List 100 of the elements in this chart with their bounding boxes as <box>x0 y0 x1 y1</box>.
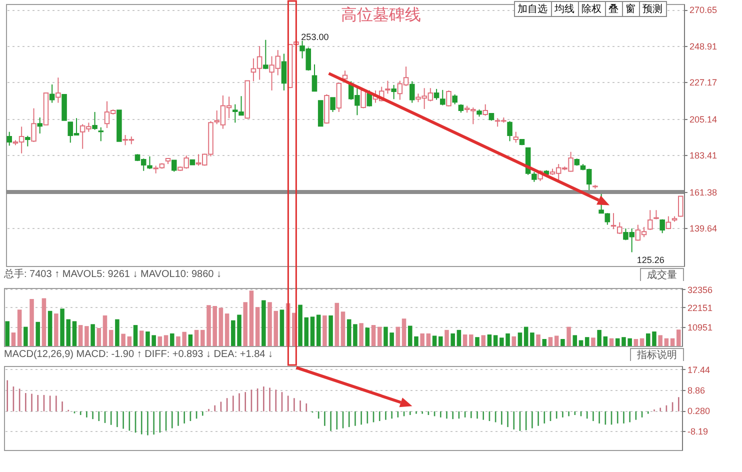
bar <box>456 330 462 346</box>
candlestick <box>330 97 336 112</box>
bar <box>322 315 327 346</box>
annotation: 高位墓碑线 <box>341 5 421 24</box>
y-tick-label: 227.17 <box>690 78 718 88</box>
candlestick <box>452 94 458 105</box>
bar <box>578 340 584 346</box>
annotation: 除权 <box>578 1 606 17</box>
bar <box>450 333 455 346</box>
y-tick-label: 17.44 <box>688 364 710 375</box>
candlestick <box>482 104 488 116</box>
bar <box>481 335 486 346</box>
candlestick <box>281 53 287 91</box>
bar <box>218 308 224 346</box>
bar <box>72 321 77 346</box>
y-tick-label: 0.280 <box>688 406 710 416</box>
bar <box>280 310 284 346</box>
bar <box>359 323 364 346</box>
annotation: 253.00 <box>301 32 329 42</box>
y-tick-label: 32356 <box>688 284 713 295</box>
bar <box>530 332 534 346</box>
candlestick <box>660 218 665 234</box>
y-tick-label: -8.19 <box>688 426 708 437</box>
candlestick <box>92 111 98 130</box>
bar <box>402 318 406 346</box>
bar <box>243 302 248 346</box>
text: MACD(12,26,9) MACD: -1.90 ↑ DIFF: +0.893 ↓ DEA: +1.84 ↓ <box>4 349 273 360</box>
candlestick <box>263 39 268 70</box>
y-tick-label: 8.86 <box>688 385 706 396</box>
candlestick <box>391 84 396 100</box>
bar <box>566 326 571 346</box>
annotation: 125.26 <box>636 255 664 266</box>
bar <box>164 335 168 346</box>
bar <box>158 336 162 346</box>
bar <box>139 330 144 346</box>
candlestick <box>666 216 672 230</box>
text: 指标说明 <box>630 348 684 363</box>
bar <box>469 334 474 346</box>
bar <box>316 314 321 346</box>
candlestick <box>678 196 684 218</box>
bar <box>432 336 437 346</box>
y-tick-label: 22151 <box>688 302 713 313</box>
bar <box>603 336 608 346</box>
bar <box>133 325 138 346</box>
bar <box>262 300 266 346</box>
bar <box>127 336 132 346</box>
bar <box>438 336 443 346</box>
candlestick <box>312 64 318 92</box>
candlestick <box>98 126 104 142</box>
y-tick-label: 183.41 <box>690 150 718 161</box>
y-tick-label: 139.64 <box>690 224 718 234</box>
bar <box>640 338 644 346</box>
annotation: 加自选 <box>514 1 552 17</box>
bar <box>42 298 46 346</box>
bar <box>475 337 480 346</box>
candlestick <box>440 89 446 106</box>
bar <box>121 334 126 346</box>
bar <box>512 336 516 346</box>
annotation: 窗 <box>622 1 640 17</box>
bar <box>524 326 528 346</box>
annotation: 预测 <box>638 1 667 17</box>
candlestick <box>37 116 43 134</box>
bar <box>54 314 58 346</box>
text: 总手: 7403 ↑ MAVOL5: 9261 ↓ MAVOL10: 9860 ↓ <box>4 269 222 280</box>
bar <box>102 315 108 346</box>
bar <box>17 310 22 346</box>
candlestick <box>385 80 390 94</box>
bar <box>377 326 382 346</box>
candlestick <box>49 84 55 104</box>
bar <box>24 326 28 346</box>
bar <box>560 339 565 346</box>
bar <box>224 314 230 346</box>
bar <box>591 338 596 346</box>
bar <box>518 332 522 346</box>
bar <box>249 290 254 346</box>
annotation: 叠 <box>604 1 623 17</box>
bar <box>84 326 89 346</box>
bar <box>5 321 10 346</box>
y-tick-label: 248.91 <box>690 41 718 52</box>
bar <box>90 324 95 346</box>
bar <box>170 333 174 346</box>
bar <box>30 299 34 346</box>
candlestick <box>31 108 36 143</box>
y-tick-label: 270.65 <box>690 5 718 16</box>
bar <box>310 316 315 346</box>
bar <box>371 325 376 346</box>
bar <box>255 307 260 346</box>
bar <box>340 312 346 346</box>
bar <box>670 338 675 346</box>
bar <box>346 319 352 346</box>
bar <box>462 334 468 346</box>
bar <box>493 335 498 346</box>
candlestick <box>610 212 616 230</box>
bar <box>194 330 199 346</box>
candlestick <box>446 90 452 107</box>
bar <box>420 333 424 346</box>
bar <box>108 330 114 346</box>
candlestick <box>616 222 622 234</box>
bar <box>584 337 590 346</box>
candlestick <box>647 210 653 230</box>
